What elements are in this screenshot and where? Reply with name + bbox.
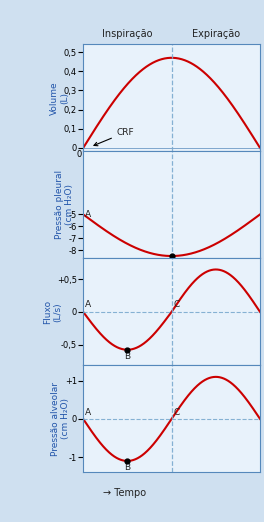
Text: Expiração: Expiração [192,29,240,39]
Y-axis label: Fluxo
(L/s): Fluxo (L/s) [43,300,63,324]
Y-axis label: Pressão pleural
(cm H₂O): Pressão pleural (cm H₂O) [55,170,74,240]
Text: A: A [84,408,91,418]
Text: B: B [124,352,130,361]
Y-axis label: Pressão alveolar
(cm H₂O): Pressão alveolar (cm H₂O) [51,382,70,456]
Text: 0: 0 [76,150,81,159]
Text: B: B [124,463,130,472]
Text: A: A [84,300,91,309]
Y-axis label: Volume
(L): Volume (L) [50,81,69,115]
Text: Inspiração: Inspiração [102,29,153,39]
Text: C: C [173,300,180,309]
Text: C: C [173,408,180,418]
Text: A: A [85,210,91,219]
Text: → Tempo: → Tempo [103,488,146,499]
Text: CRF: CRF [94,128,134,146]
